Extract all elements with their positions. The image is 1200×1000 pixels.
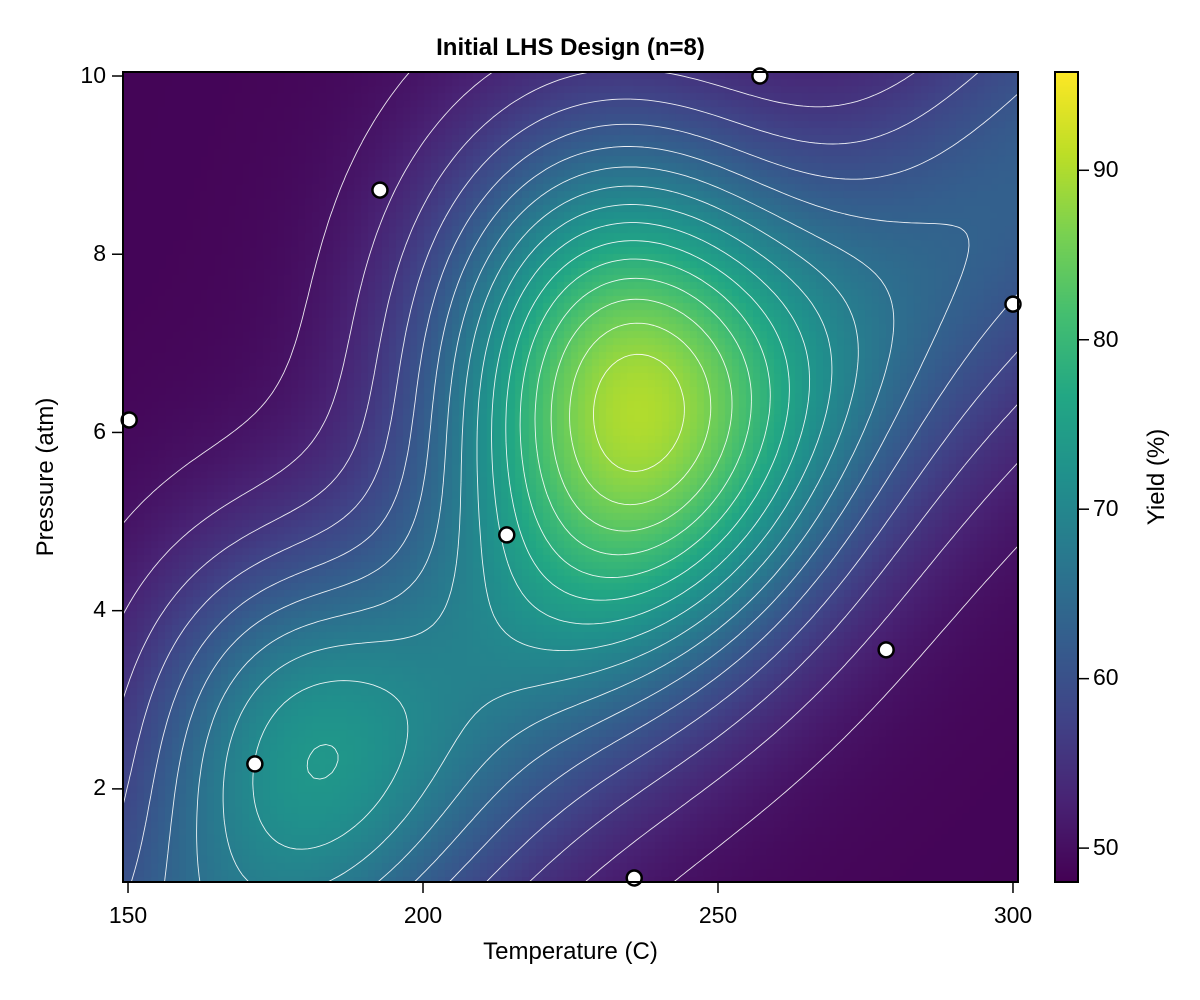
x-axis-label: Temperature (C) (483, 938, 658, 965)
sample-point-marker (877, 641, 895, 659)
sample-points (120, 67, 1022, 887)
x-tick-label: 250 (698, 902, 738, 928)
colorbar-tick-label: 60 (1093, 664, 1119, 690)
sample-point-marker (1004, 295, 1022, 313)
y-axis-label: Pressure (atm) (32, 397, 59, 557)
sample-point-marker (371, 181, 389, 199)
x-tick-label: 200 (403, 902, 443, 928)
sample-point-marker (625, 869, 643, 887)
contour-lines (123, 72, 1018, 882)
chart-title: Initial LHS Design (n=8) (436, 34, 705, 61)
y-tick-label: 8 (93, 240, 106, 266)
y-tick-label: 4 (93, 596, 106, 622)
x-tick-label: 300 (993, 902, 1033, 928)
sample-point-marker (246, 755, 264, 773)
colorbar-tick-label: 80 (1093, 326, 1119, 352)
sample-point-marker (498, 526, 516, 544)
y-tick-label: 2 (93, 774, 106, 800)
x-tick-label: 150 (108, 902, 148, 928)
colorbar-tick-label: 90 (1093, 156, 1119, 182)
colorbar-tick-label: 50 (1093, 834, 1119, 860)
y-tick-label: 6 (93, 418, 106, 444)
colorbar-border (1054, 71, 1079, 883)
colorbar-tick-label: 70 (1093, 495, 1119, 521)
sample-point-marker (751, 67, 769, 85)
sample-point-marker (120, 411, 138, 429)
colorbar-label: Yield (%) (1143, 428, 1170, 526)
y-tick-label: 10 (80, 62, 106, 88)
colorbar (1055, 72, 1077, 882)
